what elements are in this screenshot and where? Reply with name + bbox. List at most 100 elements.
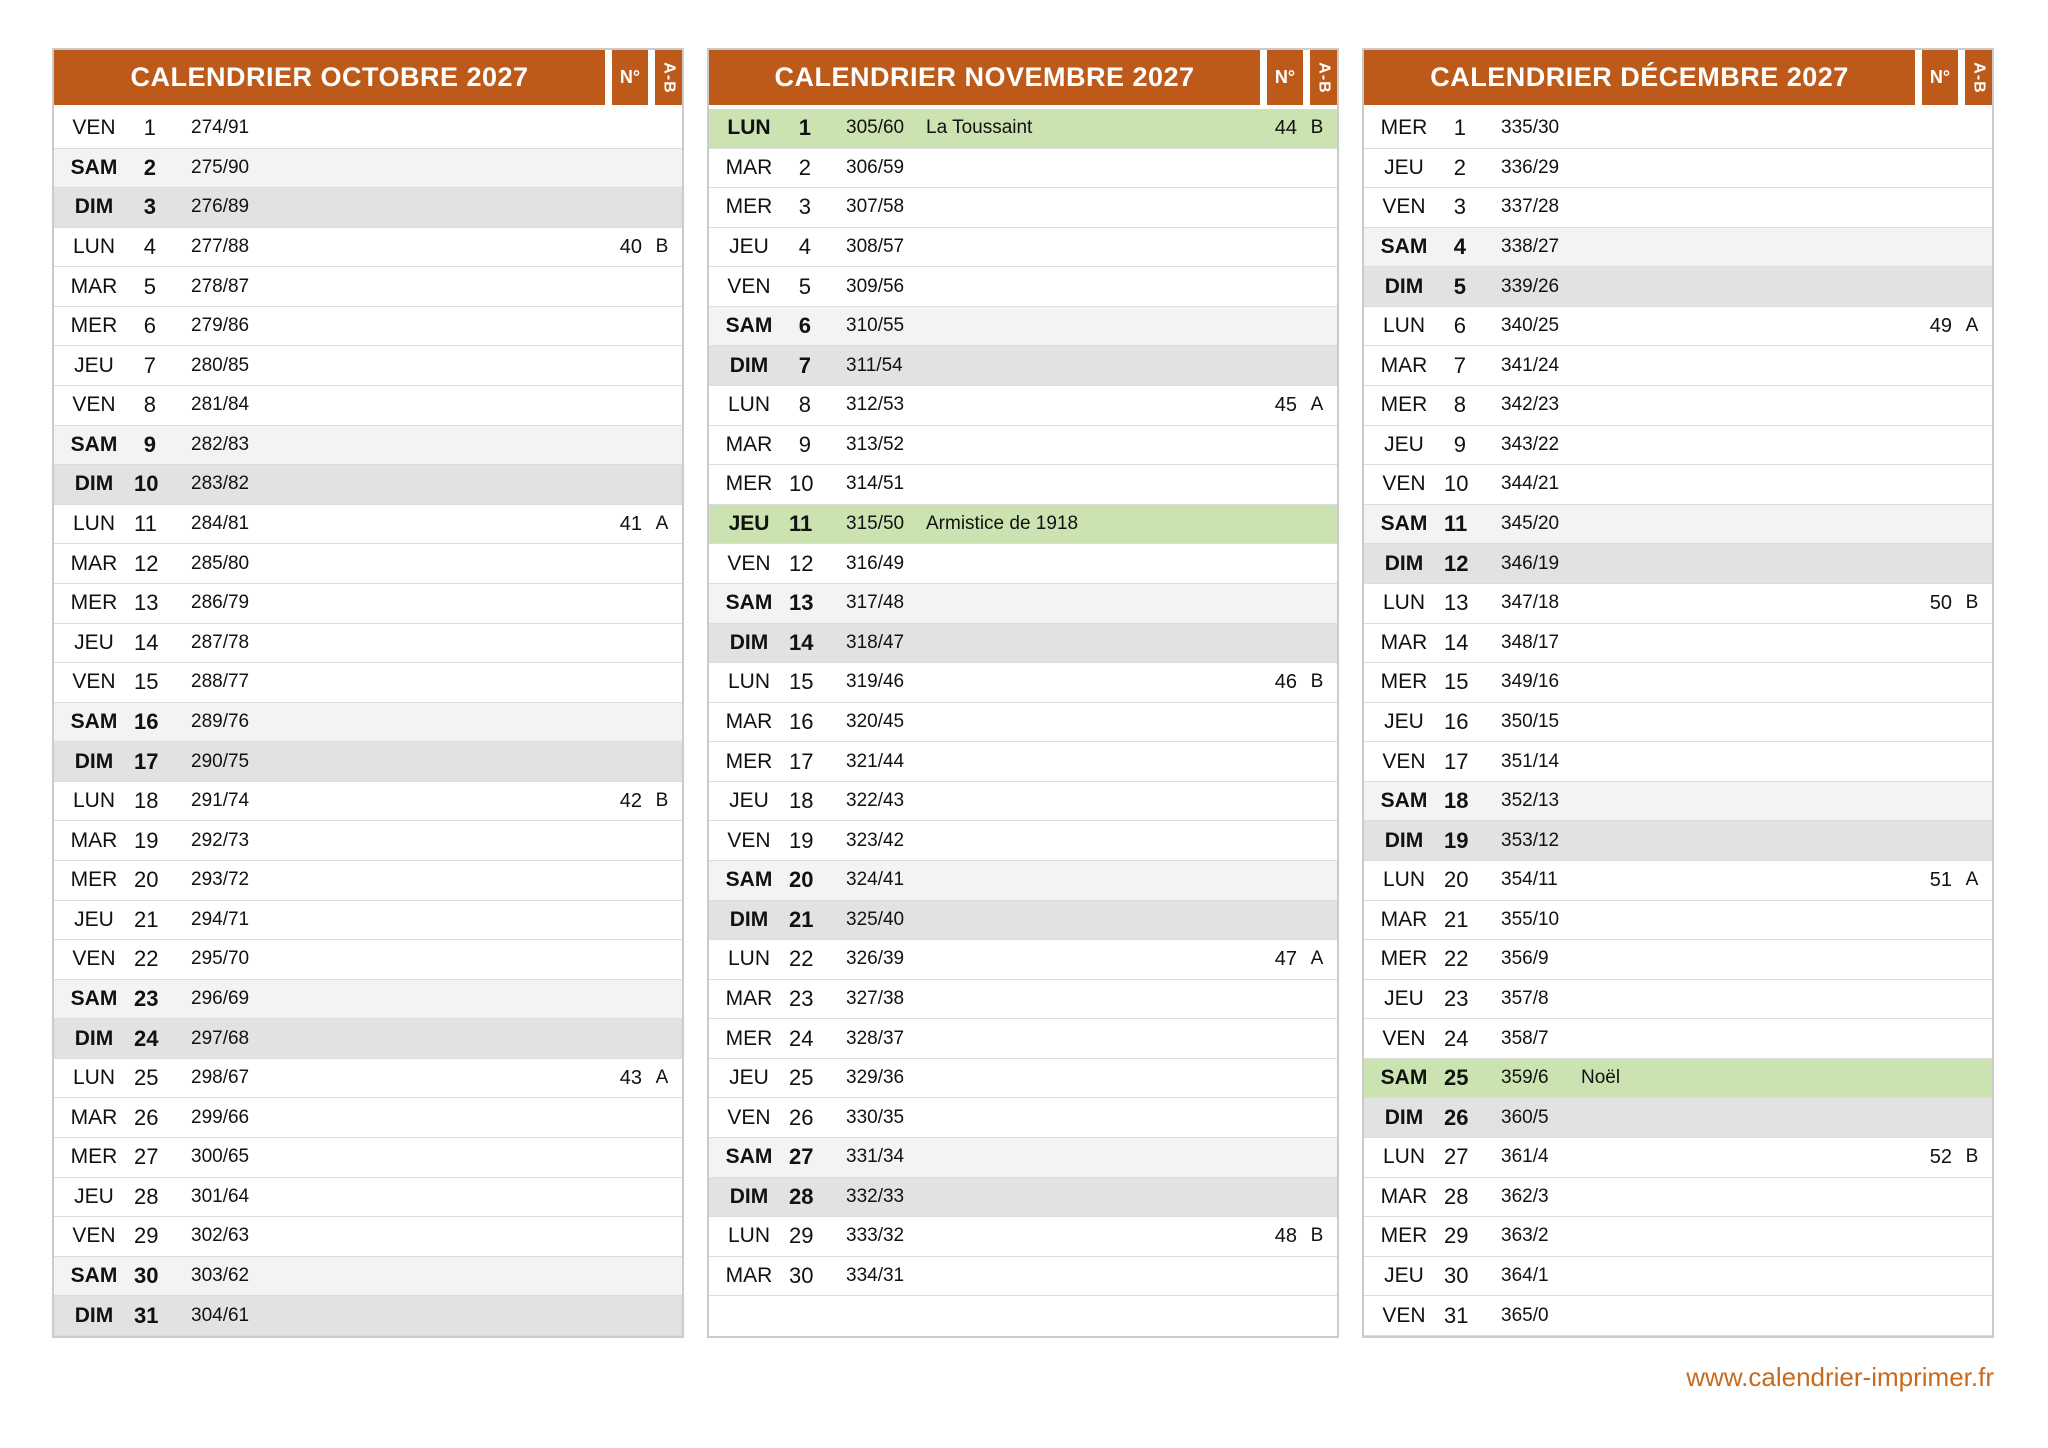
day-row: LUN 20 354/11 51 A <box>1364 860 1992 901</box>
ab-letter: B <box>1310 1225 1324 1247</box>
day-name: LUN <box>72 1066 115 1090</box>
holiday-label: Noël <box>1581 1067 1621 1089</box>
day-row: JEU 30 364/1 <box>1364 1256 1992 1297</box>
day-of-year: 297/68 <box>191 1027 250 1049</box>
day-number: 2 <box>143 154 156 180</box>
day-of-year: 309/56 <box>846 275 905 297</box>
day-row: LUN 1 305/60 La Toussaint 44 B <box>709 109 1337 149</box>
day-row: LUN 8 312/53 45 A <box>709 386 1337 426</box>
day-of-year: 283/82 <box>191 473 250 495</box>
day-of-year: 284/81 <box>191 513 250 535</box>
week-number: 49 <box>1929 314 1952 337</box>
day-number: 24 <box>1444 1025 1469 1051</box>
day-name: LUN <box>727 947 770 971</box>
day-row: MER 8 342/23 <box>1364 386 1992 426</box>
day-of-year: 312/53 <box>846 394 905 416</box>
day-of-year: 326/39 <box>846 948 905 970</box>
day-number: 16 <box>1444 708 1469 734</box>
day-of-year: 321/44 <box>846 750 905 772</box>
day-name: DIM <box>1384 1105 1424 1129</box>
day-row: VEN 1 274/91 <box>54 109 682 149</box>
day-name: MER <box>725 749 773 773</box>
day-of-year: 310/55 <box>846 315 905 337</box>
day-of-year: 347/18 <box>1501 592 1560 614</box>
day-of-year: 304/61 <box>191 1304 250 1326</box>
day-row: MAR 26 299/66 <box>54 1098 682 1139</box>
day-number: 13 <box>134 590 159 616</box>
day-number: 30 <box>789 1263 814 1289</box>
day-of-year: 305/60 <box>846 117 905 139</box>
day-number: 7 <box>143 352 156 378</box>
day-row: VEN 31 365/0 <box>1364 1296 1992 1336</box>
week-number: 42 <box>619 789 642 812</box>
day-of-year: 354/11 <box>1501 869 1558 891</box>
day-name: LUN <box>727 1224 770 1248</box>
day-of-year: 311/54 <box>846 354 903 376</box>
day-row: LUN 27 361/4 52 B <box>1364 1138 1992 1178</box>
month-header: CALENDRIER OCTOBRE 2027 N° A-B <box>54 50 682 109</box>
day-of-year: 336/29 <box>1501 156 1560 178</box>
ab-letter: A <box>1965 315 1979 337</box>
day-of-year: 359/6 <box>1501 1067 1549 1089</box>
day-of-year: 314/51 <box>846 473 905 495</box>
week-number: 40 <box>619 235 642 258</box>
day-name: SAM <box>1380 789 1428 813</box>
day-number: 10 <box>789 471 814 497</box>
day-row: SAM 6 310/55 <box>709 306 1337 347</box>
day-of-year: 345/20 <box>1501 513 1560 535</box>
day-name: MAR <box>725 987 773 1010</box>
week-number: 51 <box>1929 868 1952 891</box>
day-row: DIM 28 332/33 <box>709 1177 1337 1218</box>
day-of-year: 357/8 <box>1501 988 1549 1009</box>
day-number: 19 <box>1444 827 1469 853</box>
day-of-year: 324/41 <box>846 869 905 891</box>
day-row: DIM 19 353/12 <box>1364 821 1992 861</box>
day-row: LUN 11 284/81 41 A <box>54 504 682 545</box>
footer-link[interactable]: www.calendrier-imprimer.fr <box>1686 1362 1994 1392</box>
day-number: 1 <box>1453 115 1466 141</box>
day-name: MAR <box>70 1105 118 1129</box>
day-of-year: 300/65 <box>191 1146 250 1168</box>
day-of-year: 296/69 <box>191 988 250 1009</box>
holiday-label: Armistice de 1918 <box>926 513 1079 535</box>
day-number: 2 <box>798 154 811 180</box>
day-of-year: 318/47 <box>846 631 905 653</box>
day-name: MER <box>725 472 773 496</box>
week-number: 52 <box>1929 1145 1952 1168</box>
day-name: LUN <box>72 789 115 813</box>
day-name: JEU <box>1384 709 1424 733</box>
day-row: LUN 29 333/32 48 B <box>709 1217 1337 1257</box>
day-row: DIM 10 283/82 <box>54 465 682 505</box>
day-of-year: 333/32 <box>846 1225 905 1247</box>
day-row: JEU 16 350/15 <box>1364 702 1992 743</box>
week-number: 50 <box>1929 591 1952 614</box>
day-row: DIM 3 276/89 <box>54 188 682 228</box>
day-row: JEU 18 322/43 <box>709 781 1337 822</box>
day-row: MER 1 335/30 <box>1364 109 1992 149</box>
day-name: JEU <box>1384 155 1424 179</box>
day-row: JEU 7 280/85 <box>54 346 682 387</box>
day-name: MAR <box>1380 630 1428 654</box>
day-of-year: 363/2 <box>1501 1225 1549 1247</box>
ab-letter: B <box>1310 117 1324 139</box>
day-number: 6 <box>143 313 156 339</box>
day-number: 8 <box>798 392 811 418</box>
day-name: SAM <box>725 868 773 892</box>
day-number: 28 <box>1444 1183 1469 1209</box>
day-of-year: 362/3 <box>1501 1185 1549 1207</box>
day-of-year: 281/84 <box>191 394 250 416</box>
day-name: VEN <box>727 828 771 852</box>
day-name: SAM <box>70 1264 118 1288</box>
day-number: 4 <box>143 234 156 260</box>
day-of-year: 294/71 <box>191 908 250 930</box>
day-of-year: 340/25 <box>1501 315 1560 337</box>
day-number: 29 <box>134 1223 159 1249</box>
day-name: VEN <box>72 947 116 971</box>
ab-letter: A <box>1310 948 1324 970</box>
day-name: VEN <box>727 1105 771 1129</box>
day-row: VEN 8 281/84 <box>54 386 682 426</box>
day-row: MER 3 307/58 <box>709 188 1337 228</box>
day-row: SAM 27 331/34 <box>709 1138 1337 1178</box>
day-row: DIM 31 304/61 <box>54 1296 682 1336</box>
day-number: 3 <box>143 194 156 220</box>
